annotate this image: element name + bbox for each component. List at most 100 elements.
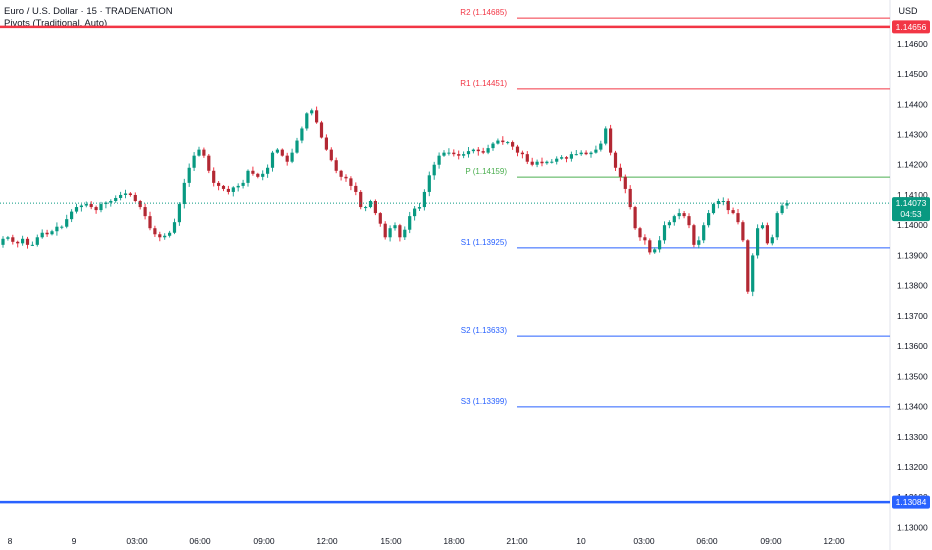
candle-body (618, 167, 622, 177)
pivot-label: P (1.14159) (465, 167, 507, 176)
candle-body (285, 155, 289, 162)
indicator-legend[interactable]: Pivots (Traditional, Auto) (4, 18, 108, 29)
candle-body (486, 148, 490, 153)
candle-body (653, 249, 657, 253)
pivot-lines: R2 (1.14685) R1 (1.14451) P (1.14159) S1 (1… (0, 8, 890, 504)
candle-body (143, 207, 147, 217)
candle-body (432, 164, 436, 176)
candle-body (780, 205, 784, 214)
candle-body (192, 155, 196, 168)
x-tick-label: 09:00 (253, 536, 275, 546)
chart-title[interactable]: Euro / U.S. Dollar · 15 · TRADENATION (4, 6, 173, 17)
candle-body (319, 122, 324, 138)
candle-body (457, 154, 461, 156)
y-tick-label: 1.13300 (897, 432, 928, 442)
candle-body (658, 240, 662, 250)
time-axis[interactable]: 8 9 03:00 06:00 09:00 12:00 15:00 18:00 21:00 10 0… (8, 536, 845, 546)
candle-body (364, 207, 368, 209)
candle-body (79, 205, 83, 208)
candle-body (202, 149, 206, 156)
candle-body (741, 222, 745, 241)
candle-body (506, 142, 510, 144)
x-tick-label: 10 (576, 536, 586, 546)
price-axis[interactable]: USD 1.14600 1.14500 1.14400 1.14300 1.14200 1… (889, 0, 932, 550)
candle-body (569, 154, 573, 159)
candle-body (687, 216, 691, 226)
candle-body (236, 185, 240, 188)
candle-body (417, 207, 422, 209)
candle-body (256, 173, 260, 177)
candle-body (378, 213, 382, 224)
candle-body (383, 223, 387, 238)
candle-body (177, 204, 181, 223)
candle-body (751, 255, 755, 292)
candle-body (711, 204, 716, 214)
candle-body (266, 167, 270, 174)
candle-body (579, 152, 583, 155)
y-tick-label: 1.13000 (897, 522, 928, 532)
candle-body (217, 182, 221, 186)
candle-body (275, 149, 279, 153)
candle-body (422, 191, 426, 208)
candle-body (530, 161, 534, 165)
candle-body (736, 213, 740, 223)
candle-body (119, 194, 123, 198)
candle-body (599, 143, 603, 150)
candle-body (746, 240, 750, 292)
y-tick-label: 1.14600 (897, 39, 928, 49)
candle-body (638, 228, 642, 238)
candle-body (148, 216, 152, 229)
candle-body (584, 152, 588, 155)
candle-body (525, 154, 529, 162)
candle-body (697, 240, 701, 245)
candle-body (726, 201, 730, 211)
candle-body (398, 225, 402, 238)
candle-body (515, 146, 520, 153)
candle-body (187, 167, 191, 183)
candle-body (466, 151, 471, 155)
candle-body (84, 204, 88, 206)
candle-body (643, 237, 647, 241)
candle-body (677, 213, 681, 217)
current-price-tag (892, 197, 930, 222)
candle-body (35, 237, 39, 245)
y-tick-label: 1.13700 (897, 311, 928, 321)
x-tick-label: 03:00 (126, 536, 148, 546)
low-line-value: 1.13084 (896, 497, 927, 507)
candle-body (471, 149, 475, 152)
candle-body (476, 149, 480, 152)
currency-label[interactable]: USD (898, 6, 918, 16)
candle-body (442, 152, 446, 156)
candle-body (212, 170, 216, 183)
x-tick-label: 06:00 (696, 536, 718, 546)
candle-body (716, 201, 720, 205)
candle-body (133, 194, 137, 202)
price-tags: 1.14073 04:53 1.14656 1.13084 (0, 20, 930, 509)
y-tick-label: 1.14500 (897, 69, 928, 79)
candle-body (775, 213, 779, 238)
y-tick-label: 1.14300 (897, 130, 928, 140)
x-tick-label: 8 (8, 536, 13, 546)
candle-body (550, 161, 554, 163)
pivot-label: S1 (1.13925) (461, 238, 508, 247)
candle-body (246, 170, 250, 183)
candle-body (682, 213, 686, 217)
y-tick-label: 1.13400 (897, 402, 928, 412)
candle-body (16, 241, 20, 244)
candle-body (623, 176, 627, 189)
candle-body (1, 238, 5, 245)
candle-body (339, 170, 343, 177)
candle-body (324, 137, 328, 150)
candle-body (667, 222, 671, 226)
candle-body (760, 225, 765, 229)
candle-body (501, 140, 505, 143)
candle-body (545, 161, 549, 164)
candle-body (408, 216, 412, 230)
pivot-label: S2 (1.13633) (461, 326, 508, 335)
candle-body (540, 161, 544, 164)
bar-countdown: 04:53 (900, 209, 922, 219)
candle-body (344, 176, 348, 179)
candle-body (564, 157, 569, 159)
low-line-tag (892, 495, 930, 509)
